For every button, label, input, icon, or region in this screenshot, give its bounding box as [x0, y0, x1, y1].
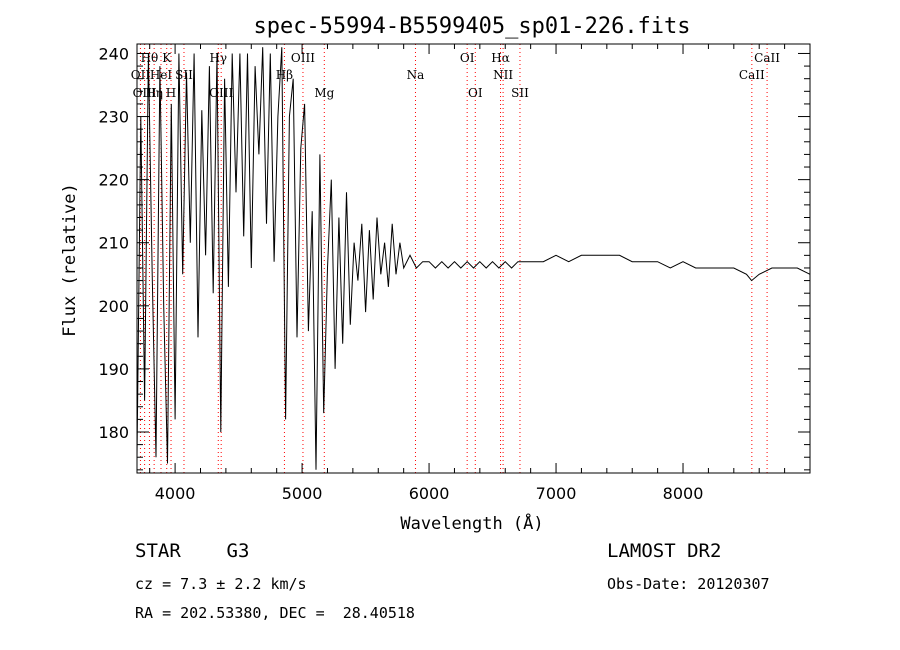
marker-label: OIII	[133, 86, 157, 100]
x-tick-label: 7000	[536, 484, 577, 503]
redshift-text: cz = 7.3 ± 2.2 km/s	[135, 575, 307, 593]
marker-label: Hγ	[209, 51, 227, 65]
survey-name: LAMOST DR2	[607, 540, 722, 562]
y-tick-label: 230	[98, 108, 129, 127]
marker-label: K	[162, 51, 172, 65]
x-tick-label: 8000	[663, 484, 704, 503]
coordinates: RA = 202.53380, DEC = 28.40518	[135, 604, 415, 622]
marker-label: Hη	[145, 86, 163, 100]
x-axis-label: Wavelength (Å)	[400, 512, 543, 534]
marker-label: Hα	[491, 51, 510, 65]
y-tick-label: 220	[98, 171, 129, 190]
spectrum-line	[136, 47, 811, 470]
marker-label: Hθ	[141, 51, 159, 65]
y-axis-label: Flux (relative)	[60, 183, 80, 337]
obs-date: Obs-Date: 20120307	[607, 575, 770, 593]
x-tick-label: 6000	[409, 484, 450, 503]
marker-label: SII	[511, 86, 529, 100]
marker-label: OIII	[209, 86, 233, 100]
marker-label: OII	[131, 68, 151, 82]
marker-label: OI	[460, 51, 475, 65]
marker-label: Mg	[314, 86, 334, 100]
marker-label: NII	[493, 68, 513, 82]
marker-label: SII	[175, 68, 193, 82]
x-tick-label: 5000	[282, 484, 323, 503]
y-tick-label: 190	[98, 360, 129, 379]
axes: 4000 5000 6000 7000 8000 180 190 200 210 220 230 24…	[98, 44, 811, 503]
marker-label: Hβ	[276, 68, 293, 82]
marker-label: CaII	[754, 51, 780, 65]
y-tick-label: 240	[98, 44, 129, 63]
marker-label: CaII	[739, 68, 765, 82]
marker-label: Na	[407, 68, 425, 82]
marker-label: HeI	[150, 68, 173, 82]
marker-label: OI	[468, 86, 483, 100]
chart-title: spec-55994-B5599405_sp01-226.fits	[253, 14, 690, 39]
marker-label: H	[166, 86, 176, 100]
y-tick-label: 180	[98, 423, 129, 442]
plot-frame	[136, 43, 811, 474]
x-tick-label: 4000	[155, 484, 196, 503]
y-tick-label: 200	[98, 297, 129, 316]
y-tick-label: 210	[98, 234, 129, 253]
spectrum-series	[136, 47, 811, 470]
object-class: STAR G3	[135, 540, 250, 562]
marker-label: OIII	[291, 51, 315, 65]
